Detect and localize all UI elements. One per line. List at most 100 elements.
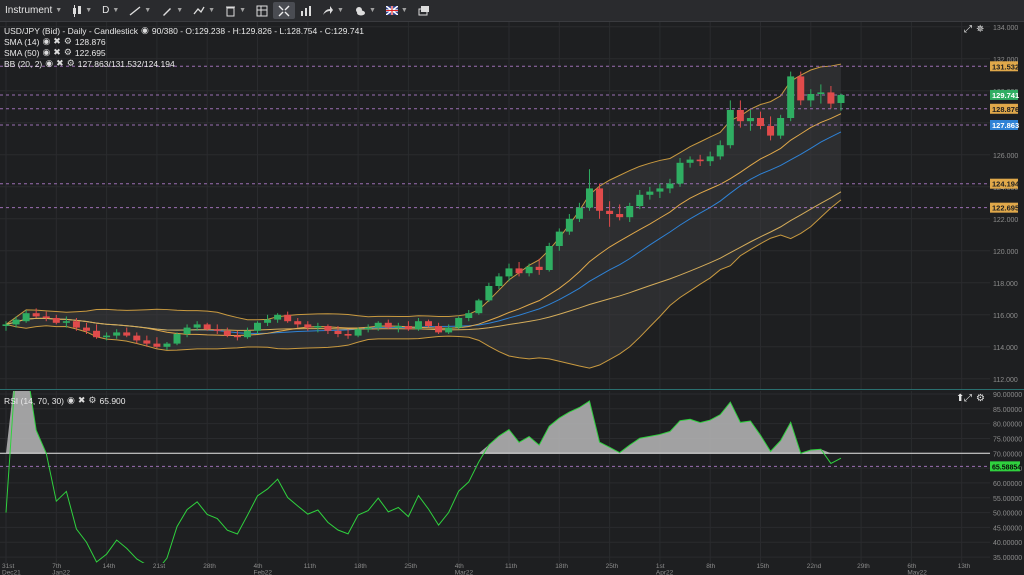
eye-icon[interactable]: ◉ [45, 58, 54, 68]
time-tick-label: 22nd [807, 563, 822, 570]
panel-separator[interactable] [0, 389, 1024, 390]
candle-body [767, 126, 775, 136]
share-button[interactable]: ▼ [317, 2, 349, 19]
candle-body [606, 210, 614, 214]
candle-body [32, 313, 40, 317]
rsi-tick-label: 45.00000 [993, 525, 1022, 532]
bar-chart-button[interactable] [295, 2, 317, 19]
chevron-down-icon: ▼ [368, 7, 376, 14]
time-tick-month: Jan22 [52, 570, 70, 575]
delete-button[interactable]: ▼ [220, 2, 251, 19]
candle-body [113, 332, 121, 336]
time-tick-label: 18th [555, 563, 568, 570]
gear-icon[interactable]: ⚙ [63, 36, 72, 46]
time-tick-month: Mar22 [455, 570, 474, 575]
candle-body [223, 330, 231, 336]
price-marker-label: 122.695 [992, 204, 1019, 213]
instrument-legend: USD/JPY (Bid) - Daily - Candlestick ◉ 90… [4, 25, 364, 36]
candle-body [294, 321, 302, 325]
candle-body [807, 94, 815, 101]
candle-body [324, 326, 332, 331]
candle-body [2, 324, 10, 326]
rsi-panel[interactable]: 90.00000 85.00000 80.00000 75.00000 70.00000… [0, 363, 1024, 572]
candle-body [686, 159, 694, 163]
price-tick-label: 112.000 [993, 377, 1018, 384]
candle-body [213, 329, 221, 331]
gear-icon[interactable]: ⚙ [976, 393, 985, 404]
crosshair-icon [278, 5, 290, 16]
close-icon[interactable]: ✖ [53, 47, 61, 57]
gear-icon[interactable]: ⚙ [66, 58, 75, 68]
chevron-down-icon: ▼ [85, 7, 93, 14]
time-tick-label: 13th [958, 563, 971, 570]
ohlc-readout: 90/380 - O:129.238 - H:129.826 - L:128.7… [151, 25, 365, 36]
candle-type-icon [73, 4, 82, 17]
candle-body [62, 321, 70, 323]
close-icon[interactable]: ✖ [53, 36, 61, 46]
candle-body [374, 322, 382, 328]
instrument-title: USD/JPY (Bid) - Daily - Candlestick [4, 25, 138, 36]
theme-button[interactable]: ▼ [349, 2, 381, 19]
candle-body [787, 76, 795, 118]
shapes-button[interactable]: ▼ [188, 2, 220, 19]
sma50-legend: SMA (50) ◉ ✖ ⚙ 122.695 [4, 47, 106, 58]
move-up-icon[interactable]: ⬆ [956, 393, 965, 404]
trash-icon [226, 6, 236, 16]
language-button[interactable]: ▼ [381, 2, 413, 19]
candle-body [817, 92, 825, 94]
price-chart-panel[interactable]: 134.000132.000130.000128.000126.000124.0… [0, 22, 1024, 390]
chevron-down-icon: ▼ [239, 7, 247, 14]
time-tick-month: Feb22 [254, 570, 273, 575]
candle-body [757, 118, 764, 126]
bollinger-fill [6, 64, 841, 369]
eye-icon[interactable]: ◉ [141, 25, 149, 35]
sma14-value: 128.876 [74, 36, 106, 47]
price-marker-tag [990, 119, 1018, 130]
rsi-label: RSI (14, 70, 30) [4, 395, 65, 406]
window-button[interactable] [413, 2, 435, 19]
candle-body [384, 322, 392, 328]
instrument-menu[interactable]: Instrument ▼ [0, 2, 67, 19]
layout-button[interactable] [251, 2, 273, 19]
candle-body [264, 319, 272, 323]
candle-body [123, 332, 131, 336]
rsi-tick-label: 50.00000 [993, 511, 1022, 518]
time-tick-label: 25th [606, 563, 619, 570]
candle-body [746, 118, 754, 122]
price-marker-tag [990, 103, 1018, 114]
eye-icon[interactable]: ◉ [42, 36, 51, 46]
gear-icon[interactable]: ⚙ [63, 47, 72, 57]
candle-body [837, 94, 845, 103]
close-icon[interactable]: ✖ [77, 395, 86, 405]
price-chart[interactable]: 134.000132.000130.000128.000126.000124.0… [0, 22, 1024, 390]
rsi-chart[interactable]: 90.00000 85.00000 80.00000 75.00000 70.00000… [0, 363, 1024, 572]
time-tick-month: Dec21 [2, 570, 21, 575]
price-marker-tag [990, 89, 1018, 100]
rsi-tick-label: 35.00000 [993, 555, 1022, 562]
pin-icon[interactable]: ✵ [976, 24, 985, 35]
eye-icon[interactable]: ◉ [67, 395, 75, 405]
rsi-legend: RSI (14, 70, 30) ◉ ✖ ⚙ 65.900 [4, 395, 126, 406]
timeframe-menu[interactable]: D ▼ [97, 2, 124, 19]
gear-icon[interactable]: ⚙ [88, 395, 97, 405]
candle-body [435, 326, 443, 333]
weather-icon [355, 6, 365, 15]
candle-type-button[interactable]: ▼ [67, 2, 97, 19]
eye-icon[interactable]: ◉ [42, 47, 51, 57]
expand-icon[interactable]: ⤢ [964, 24, 972, 35]
candle-body [82, 327, 90, 331]
candle-body [505, 268, 513, 277]
close-icon[interactable]: ✖ [56, 58, 64, 68]
chevron-down-icon: ▼ [208, 7, 216, 14]
candle-body [585, 188, 593, 208]
rsi-tick-label: 75.00000 [993, 436, 1022, 443]
rsi-axis-bg [990, 391, 1024, 563]
expand-icon[interactable]: ⤢ [964, 393, 972, 404]
candle-body [696, 159, 704, 162]
candle-body [93, 330, 101, 338]
time-tick-month: May22 [907, 570, 927, 575]
draw-line-button[interactable]: ▼ [124, 2, 156, 19]
crosshair-button[interactable] [273, 2, 296, 19]
pencil-button[interactable]: ▼ [156, 2, 188, 19]
